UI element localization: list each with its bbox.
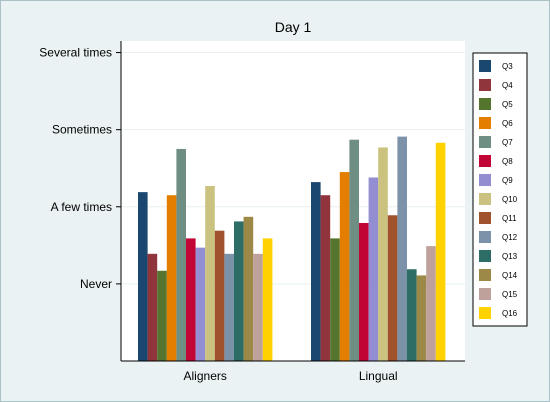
legend-swatch-q10 — [479, 193, 491, 205]
y-tick-label: A few times — [51, 200, 112, 214]
legend-label: Q6 — [502, 119, 513, 128]
bar-q4-lingual — [320, 195, 331, 361]
legend-swatch-q8 — [479, 155, 491, 167]
x-tick-label: Aligners — [184, 369, 227, 383]
x-tick-label: Lingual — [359, 369, 398, 383]
legend-label: Q13 — [502, 252, 518, 261]
bar-q14-lingual — [416, 275, 427, 361]
bar-q5-lingual — [330, 238, 340, 361]
chart-title: Day 1 — [275, 19, 312, 35]
bar-q4-aligners — [147, 253, 158, 361]
legend-label: Q14 — [502, 271, 518, 280]
bar-q6-lingual — [339, 172, 350, 361]
legend-swatch-q12 — [479, 231, 491, 243]
bar-q12-aligners — [224, 253, 234, 361]
bar-q16-lingual — [435, 142, 446, 361]
legend-label: Q9 — [502, 176, 513, 185]
y-tick-label: Sometimes — [52, 123, 112, 137]
legend-swatch-q7 — [479, 136, 491, 148]
bar-q7-lingual — [349, 139, 359, 361]
legend-label: Q15 — [502, 290, 518, 299]
legend-swatch-q15 — [479, 288, 491, 300]
bar-q10-lingual — [378, 147, 388, 361]
bar-q8-aligners — [186, 238, 196, 361]
legend-label: Q5 — [502, 100, 513, 109]
legend: Q3 Q4 Q5 Q6 Q7 Q8 Q9 Q10 Q11 Q12 Q13 Q14 Q15 Q16 — [472, 52, 528, 327]
bar-q6-aligners — [166, 195, 177, 361]
legend-swatch-q14 — [479, 269, 491, 281]
bar-q12-lingual — [397, 136, 407, 361]
bar-q13-lingual — [407, 269, 417, 361]
bar-q3-aligners — [138, 192, 148, 361]
legend-label: Q8 — [502, 157, 513, 166]
bar-q10-aligners — [205, 185, 215, 361]
bar-q14-aligners — [243, 216, 254, 361]
bar-q8-lingual — [359, 222, 369, 361]
legend-label: Q4 — [502, 81, 513, 90]
x-axis-labels: Aligners Lingual — [184, 369, 398, 383]
bar-q9-lingual — [368, 177, 379, 361]
legend-swatch-q16 — [479, 307, 491, 319]
legend-label: Q7 — [502, 138, 513, 147]
bar-q11-aligners — [214, 230, 225, 361]
bar-q15-aligners — [253, 253, 263, 361]
legend-swatch-q5 — [479, 98, 491, 110]
legend-box — [472, 52, 528, 327]
bar-q9-aligners — [195, 247, 206, 361]
bars — [138, 136, 446, 361]
bar-q11-lingual — [387, 215, 398, 361]
legend-label: Q10 — [502, 195, 518, 204]
legend-label: Q16 — [502, 309, 518, 318]
bar-q13-aligners — [234, 221, 244, 361]
y-tick-label: Several times — [39, 46, 112, 60]
bar-q16-aligners — [262, 238, 273, 361]
legend-label: Q3 — [502, 62, 513, 71]
legend-label: Q11 — [502, 214, 517, 223]
legend-swatch-q3 — [479, 60, 491, 72]
legend-swatch-q9 — [479, 174, 491, 186]
bar-q7-aligners — [176, 148, 186, 361]
legend-label: Q12 — [502, 233, 518, 242]
legend-swatch-q13 — [479, 250, 491, 262]
legend-swatch-q11 — [479, 212, 491, 224]
y-tick-label: Never — [80, 277, 112, 291]
legend-swatch-q4 — [479, 79, 491, 91]
bar-q5-aligners — [157, 270, 167, 361]
legend-swatch-q6 — [479, 117, 491, 129]
y-axis: Never A few times Sometimes Several times — [39, 41, 465, 362]
bar-q15-lingual — [426, 246, 436, 361]
bar-q3-lingual — [311, 182, 321, 361]
